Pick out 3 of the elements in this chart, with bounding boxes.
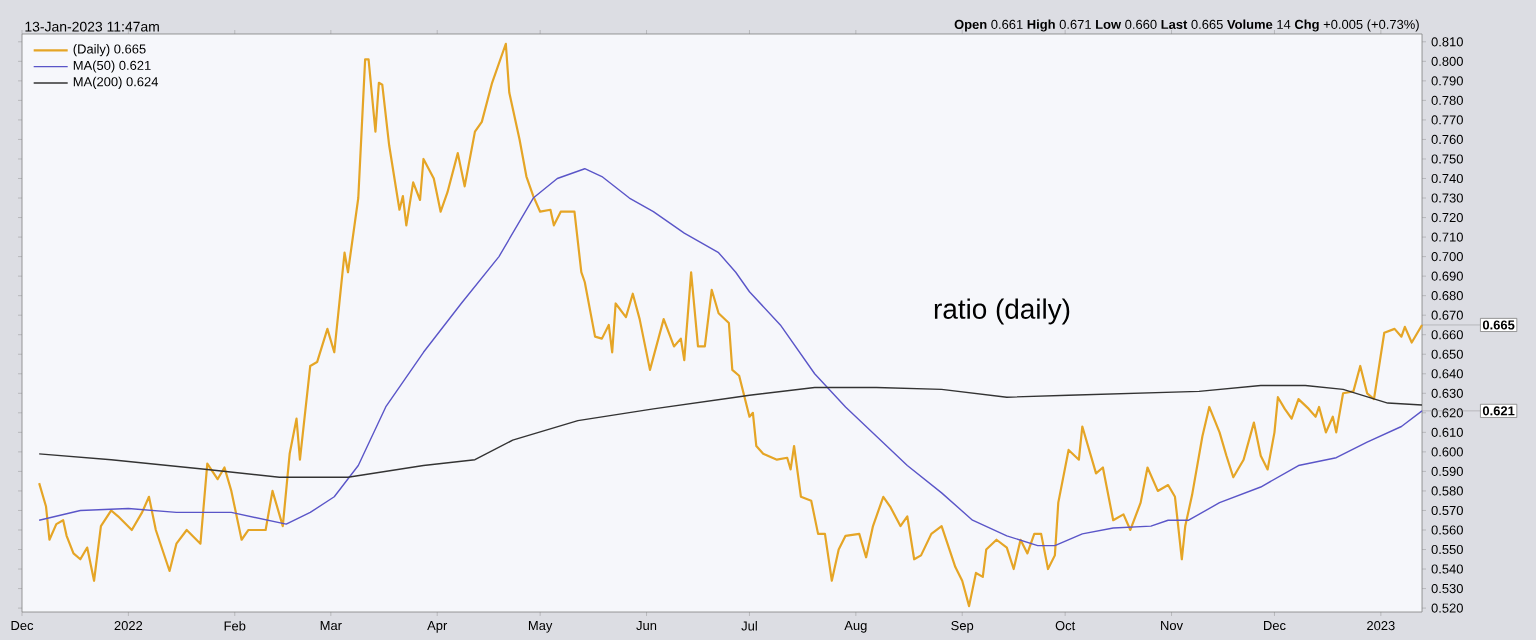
- annotation: ratio (daily): [934, 298, 1070, 325]
- line-series: [38, 168, 1423, 547]
- line-series: [38, 42, 1424, 608]
